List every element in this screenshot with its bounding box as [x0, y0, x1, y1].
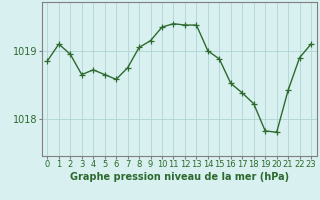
X-axis label: Graphe pression niveau de la mer (hPa): Graphe pression niveau de la mer (hPa) [70, 172, 289, 182]
